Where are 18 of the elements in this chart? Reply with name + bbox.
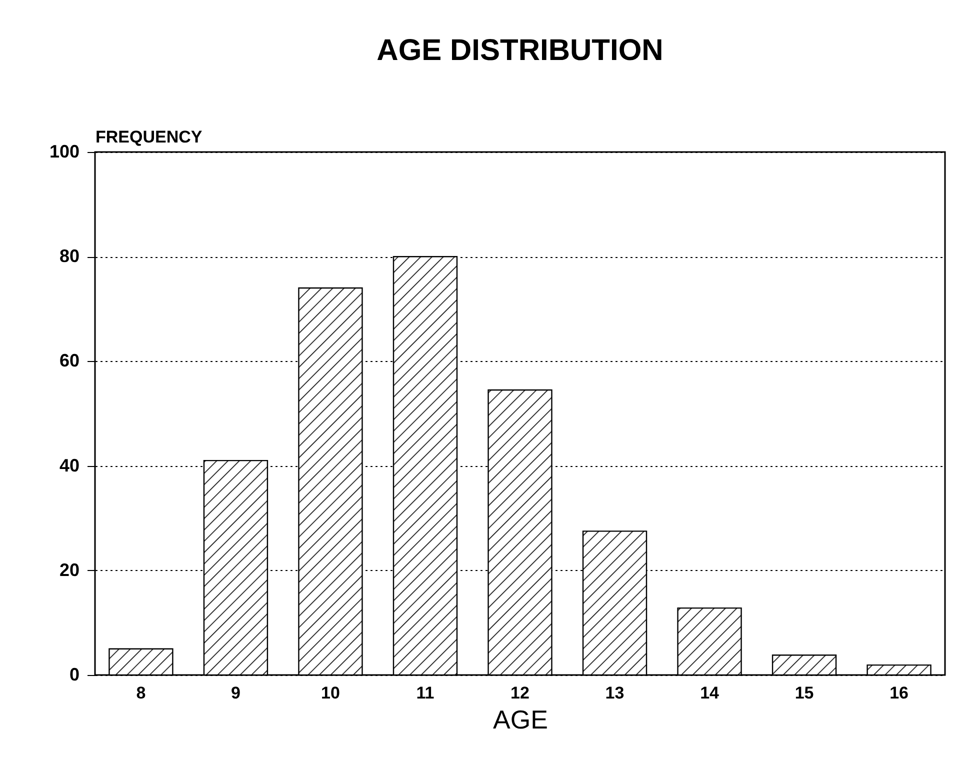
x-tick-label: 8 <box>136 684 146 702</box>
y-tick-label: 20 <box>59 560 80 580</box>
x-tick-label: 14 <box>700 684 720 702</box>
x-tick-label: 9 <box>230 684 240 702</box>
x-tick-label: 11 <box>416 684 434 702</box>
y-tick-label: 60 <box>59 350 80 371</box>
x-tick-label: 12 <box>510 684 530 702</box>
x-tick-label: 13 <box>605 684 624 702</box>
chart-title: AGE DISTRIBUTION <box>376 34 664 67</box>
y-tick-label: 0 <box>69 664 80 684</box>
x-axis-title: AGE <box>493 704 548 734</box>
y-axis-title: FREQUENCY <box>96 128 203 146</box>
y-tick-label: 40 <box>59 455 80 476</box>
x-tick-label: 15 <box>794 684 814 702</box>
x-tick-label: 10 <box>321 684 340 702</box>
x-tick-label: 16 <box>890 684 908 702</box>
y-tick-label: 100 <box>49 142 80 162</box>
y-tick-label: 80 <box>59 246 80 266</box>
